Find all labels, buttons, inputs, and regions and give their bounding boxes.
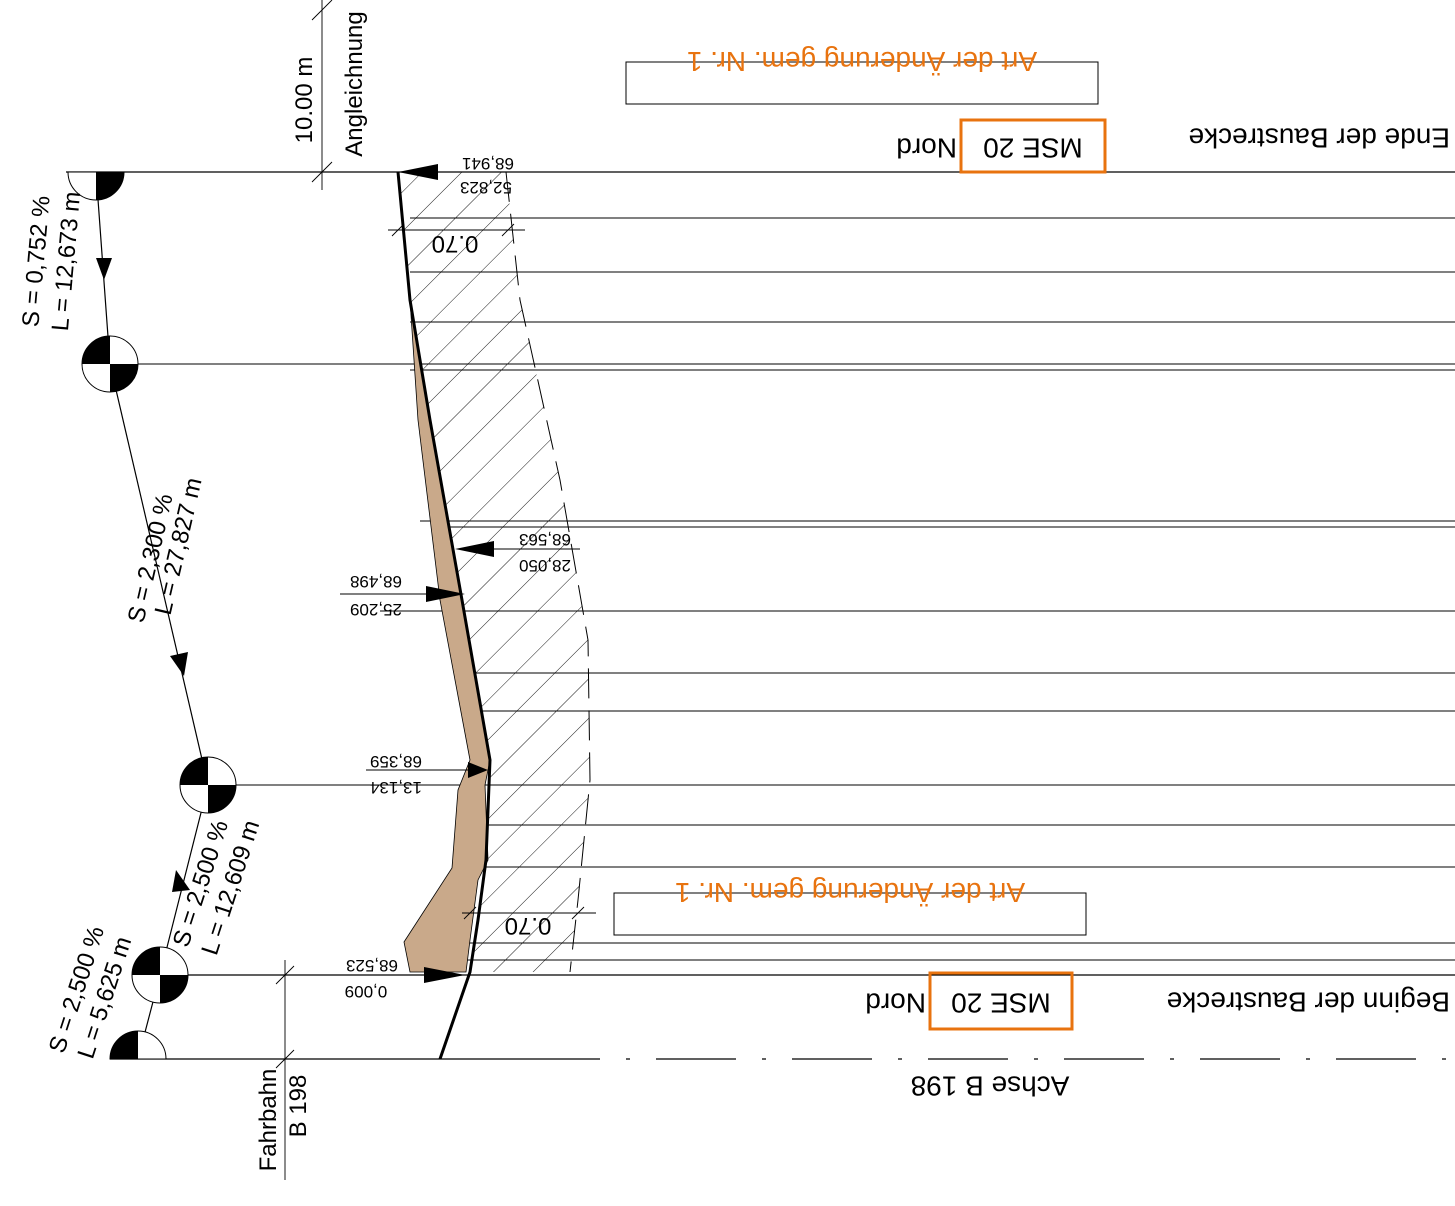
- dashed-boundary: [505, 171, 591, 973]
- angleichung-label: Angleichnung: [341, 11, 368, 156]
- end-mse: MSE 20: [983, 133, 1083, 164]
- dim-070-bottom-label: 0.70: [505, 912, 552, 939]
- profile-line: [396, 171, 492, 1060]
- survey-marker-4: [131, 946, 189, 1004]
- hatch-area: [398, 172, 590, 972]
- station-0009: 0,009: [345, 982, 388, 1001]
- end-prefix: Ende der Baustrecke: [1189, 123, 1451, 154]
- height-68359: 68,359: [370, 752, 422, 771]
- survey-marker-3: [179, 756, 237, 814]
- dim-070-bottom: [462, 906, 596, 920]
- begin-mse: MSE 20: [951, 988, 1051, 1019]
- survey-marker-bottom: [109, 1030, 167, 1060]
- slope-arrow-1: [96, 258, 112, 280]
- begin-mse-box: [928, 971, 1074, 1031]
- dim-10m-label: 10.00 m: [291, 57, 318, 144]
- station-52823: 52,823: [460, 178, 512, 197]
- fahrbahn-b198-label: B 198: [285, 1075, 312, 1138]
- end-nord: Nord: [896, 133, 957, 164]
- marker-25209: [340, 586, 465, 602]
- marker-13134: [366, 762, 488, 778]
- change-note-bottom-box: [613, 892, 1087, 936]
- height-68498: 68,498: [350, 572, 402, 591]
- height-68563: 68,563: [519, 530, 571, 549]
- change-note-top-box: [625, 61, 1099, 105]
- dim-070-top-label: 0.70: [432, 230, 479, 257]
- marker-52823: [398, 164, 520, 180]
- station-lines: [66, 171, 1455, 1060]
- survey-marker-2: [81, 335, 139, 393]
- axis-label: Achse B 198: [911, 1071, 1070, 1102]
- height-68941: 68,941: [462, 154, 514, 173]
- end-mse-box: [959, 118, 1107, 174]
- survey-marker-top: [67, 171, 125, 201]
- station-25209: 25,209: [350, 600, 402, 619]
- station-13134: 13,134: [370, 778, 422, 797]
- begin-prefix: Beginn der Baustrecke: [1167, 987, 1450, 1018]
- change-note-top: Art der Änderung gem. Nr. 1: [687, 46, 1037, 77]
- height-68523: 68,523: [346, 956, 398, 975]
- fahrbahn-label: Fahrbahn: [255, 1069, 282, 1172]
- marker-0009: [340, 967, 465, 983]
- marker-28050: [455, 541, 580, 557]
- dimension-fahrbahn: [275, 960, 295, 1180]
- slope-arrow-3: [172, 870, 190, 892]
- dimension-10m: [311, 0, 333, 190]
- begin-nord: Nord: [865, 988, 926, 1019]
- dim-070-top: [388, 223, 525, 237]
- station-28050: 28,050: [519, 556, 571, 575]
- slope-arrow-2: [170, 652, 188, 676]
- change-note-bottom: Art der Änderung gem. Nr. 1: [675, 877, 1025, 908]
